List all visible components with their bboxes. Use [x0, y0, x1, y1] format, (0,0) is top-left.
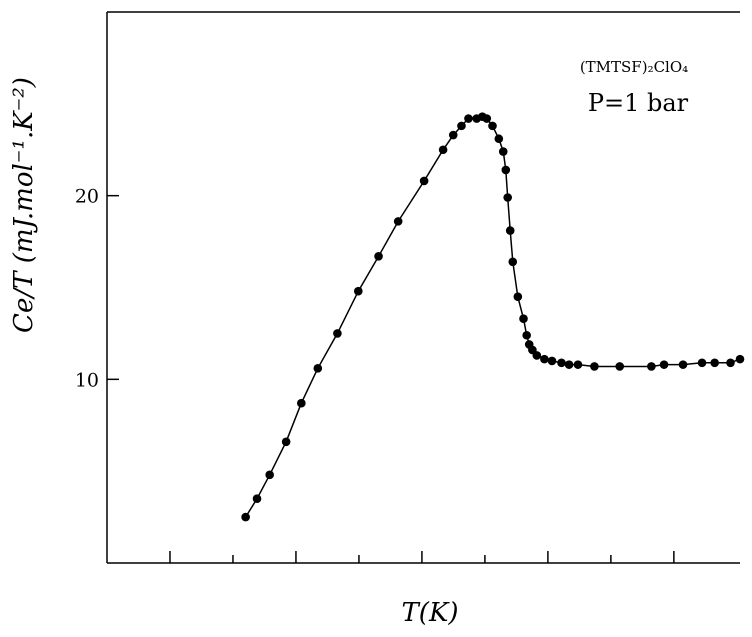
x-axis-ticks: [169, 551, 675, 563]
data-point: [498, 147, 508, 156]
y-axis-ticks: 10 20: [75, 186, 119, 391]
data-point: [448, 130, 458, 140]
data-point: [501, 165, 511, 175]
data-point: [659, 360, 669, 369]
data-point: [547, 356, 557, 366]
data-point: [573, 360, 583, 369]
data-point: [354, 286, 363, 296]
data-point: [532, 351, 542, 360]
data-point: [333, 329, 342, 338]
data-point: [697, 358, 707, 368]
data-point: [494, 134, 504, 144]
data-point: [735, 354, 745, 364]
data-point: [564, 360, 574, 369]
data-point: [615, 362, 625, 371]
data-point: [393, 217, 403, 226]
data-point: [457, 121, 466, 131]
x-axis-label: T(K): [401, 598, 458, 628]
data-point: [241, 512, 250, 522]
data-point: [438, 145, 448, 155]
y-tick-label: 20: [75, 186, 99, 208]
data-point: [313, 364, 323, 373]
y-axis-label: Ce/T (mJ.mol⁻¹.K⁻²): [9, 77, 39, 333]
data-point: [505, 226, 515, 235]
compound-annotation: (TMTSF)₂ClO₄: [580, 58, 688, 76]
data-point: [710, 358, 719, 368]
data-point: [464, 114, 473, 123]
data-point: [522, 330, 531, 340]
data-point: [647, 362, 656, 371]
data-point: [678, 360, 688, 369]
axes: [106, 11, 740, 564]
series-line: [244, 115, 741, 518]
data-point: [590, 362, 599, 371]
data-point: [265, 470, 274, 480]
data-point: [540, 354, 549, 364]
data-point: [488, 121, 497, 131]
data-point: [726, 358, 735, 368]
data-point: [557, 358, 566, 368]
data-points: [241, 112, 745, 522]
pressure-annotation: P=1 bar: [588, 89, 689, 117]
data-point: [513, 292, 523, 301]
data-point: [419, 176, 429, 186]
data-point: [281, 437, 291, 447]
y-tick-label: 10: [75, 369, 99, 391]
data-point: [252, 494, 262, 504]
data-point: [519, 314, 528, 324]
data-point: [503, 193, 512, 202]
data-point: [482, 114, 492, 123]
data-point: [508, 257, 518, 267]
data-point: [297, 398, 306, 408]
data-point: [374, 251, 383, 261]
